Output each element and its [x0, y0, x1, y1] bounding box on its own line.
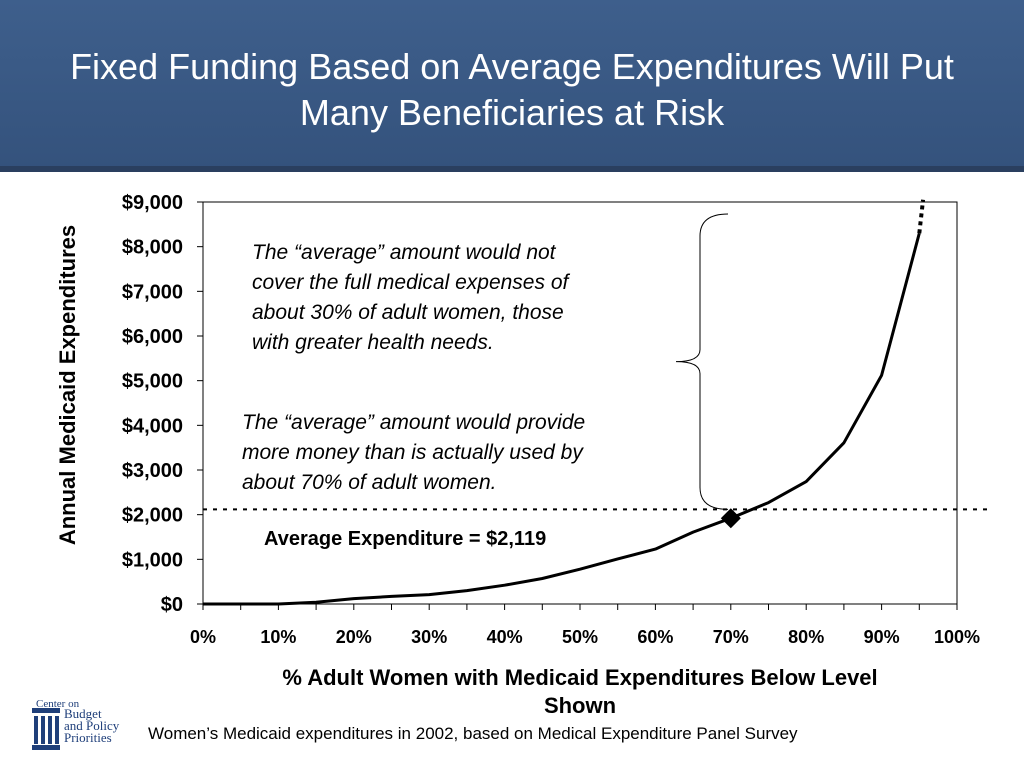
- brace-group: [675, 213, 729, 510]
- average-marker: [720, 508, 741, 529]
- average-label: Average Expenditure = $2,119: [264, 528, 547, 550]
- annotation-1-line: about 30% of adult women, those: [252, 301, 564, 324]
- x-tick-label: 80%: [788, 627, 824, 647]
- x-tick-label: 40%: [487, 627, 523, 647]
- curly-brace: [675, 213, 729, 510]
- x-axis-ticks: 0% 10% 20% 30% 40% 50% 60% 70% 80% 90% 100%: [190, 604, 980, 647]
- annotation-2-line: The “average” amount would provide: [242, 411, 586, 434]
- x-axis-label: % Adult Women with Medicaid Expenditures…: [200, 664, 960, 720]
- logo-columns-icon: [32, 708, 60, 750]
- annotation-1-line: with greater health needs.: [252, 331, 494, 354]
- title-line-1: Fixed Funding Based on Average Expenditu…: [70, 46, 954, 87]
- annotation-above-average: The “average” amount would not cover the…: [252, 238, 652, 358]
- x-tick-label: 30%: [411, 627, 447, 647]
- y-tick-label: $3,000: [122, 460, 183, 482]
- y-tick-label: $9,000: [122, 192, 183, 214]
- y-tick-label: $5,000: [122, 371, 183, 393]
- cbpp-logo: Center on Budget and Policy Priorities: [32, 698, 144, 754]
- x-tick-label: 20%: [336, 627, 372, 647]
- y-axis-label-text: Annual Medicaid Expenditures: [55, 224, 80, 546]
- y-axis-ticks: $0 $1,000 $2,000 $3,000 $4,000 $5,000 $6,000 $7…: [122, 192, 203, 616]
- banner-shadow: [0, 166, 1024, 172]
- logo-text-line: Priorities: [64, 730, 112, 745]
- annotation-1-line: cover the full medical expenses of: [252, 271, 569, 294]
- series-extension-dotted: [917, 199, 926, 234]
- source-note: Women’s Medicaid expenditures in 2002, b…: [148, 724, 798, 743]
- x-tick-label: 10%: [260, 627, 296, 647]
- title-banner: [0, 0, 1024, 172]
- annotation-2-line: about 70% of adult women.: [242, 471, 497, 494]
- x-axis-label-line-2: Shown: [543, 693, 617, 718]
- x-axis-label-line-1: % Adult Women with Medicaid Expenditures…: [282, 665, 878, 690]
- x-tick-label: 50%: [562, 627, 598, 647]
- title-line-2: Many Beneficiaries at Risk: [299, 92, 725, 133]
- annotation-1-line: The “average” amount would not: [252, 241, 556, 264]
- logo-text-center-on: Center on: [36, 698, 80, 710]
- y-tick-label: $7,000: [122, 281, 183, 303]
- logo-text: Budget and Policy Priorities: [64, 706, 120, 745]
- x-tick-label: 70%: [713, 627, 749, 647]
- y-tick-label: $8,000: [122, 237, 183, 259]
- annotation-2-line: more money than is actually used by: [242, 441, 583, 464]
- logo-text-line: Budget: [64, 706, 102, 721]
- series-group: [203, 199, 926, 606]
- series-line: [203, 232, 921, 606]
- x-tick-label: 90%: [864, 627, 900, 647]
- x-tick-label: 0%: [190, 627, 216, 647]
- logo-text-line: and Policy: [64, 718, 120, 733]
- annotation-below-average: The “average” amount would provide more …: [242, 408, 672, 498]
- y-tick-label: $6,000: [122, 326, 183, 348]
- y-tick-label: $4,000: [122, 415, 183, 437]
- x-tick-label: 100%: [934, 627, 980, 647]
- slide-title: Fixed Funding Based on Average Expenditu…: [12, 44, 1012, 136]
- x-tick-label: 60%: [637, 627, 673, 647]
- y-tick-label: $2,000: [122, 505, 183, 527]
- y-tick-label: $1,000: [122, 549, 183, 571]
- y-tick-label: $0: [161, 594, 183, 616]
- y-axis-label: Annual Medicaid Expenditures: [48, 180, 88, 590]
